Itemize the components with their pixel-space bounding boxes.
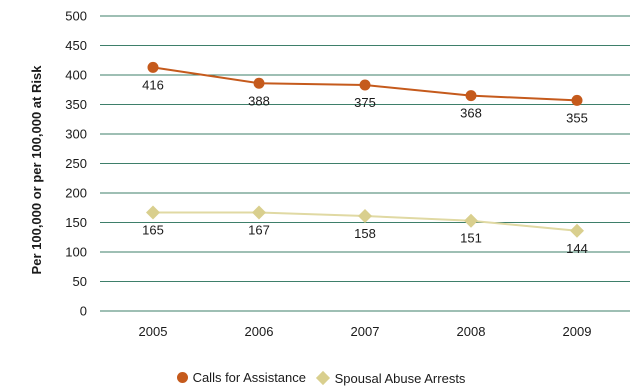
x-axis-ticks: 2005 2006 2007 2008 2009 xyxy=(139,324,592,339)
data-point xyxy=(465,90,477,102)
data-point xyxy=(358,209,372,224)
x-tick-label: 2007 xyxy=(351,324,380,339)
legend: Calls for Assistance Spousal Abuse Arres… xyxy=(0,370,642,386)
y-axis-ticks: 0 50 100 150 200 250 300 350 400 450 500 xyxy=(65,9,87,319)
y-tick-label: 0 xyxy=(80,304,87,319)
y-tick-label: 400 xyxy=(65,68,87,83)
data-label: 388 xyxy=(248,93,270,108)
data-label: 167 xyxy=(248,222,270,237)
y-tick-label: 350 xyxy=(65,97,87,112)
x-tick-label: 2008 xyxy=(457,324,486,339)
data-label: 144 xyxy=(566,241,588,256)
legend-item-calls: Calls for Assistance xyxy=(176,370,306,385)
legend-label-calls: Calls for Assistance xyxy=(192,370,306,385)
y-tick-label: 100 xyxy=(65,245,87,260)
data-label: 158 xyxy=(354,226,376,241)
data-label: 368 xyxy=(460,106,482,121)
data-label: 375 xyxy=(354,95,376,110)
data-point xyxy=(571,94,583,106)
data-point xyxy=(464,213,478,228)
data-point xyxy=(570,223,584,238)
y-tick-label: 200 xyxy=(65,186,87,201)
legend-diamond-marker xyxy=(315,370,330,386)
y-tick-label: 50 xyxy=(73,274,87,289)
y-axis-label: Per 100,000 or per 100,000 at Risk xyxy=(29,65,44,275)
y-tick-label: 450 xyxy=(65,38,87,53)
data-point xyxy=(252,205,266,220)
legend-circle-marker xyxy=(176,372,188,383)
data-label: 165 xyxy=(142,222,164,237)
data-label: 151 xyxy=(460,231,482,246)
data-point xyxy=(359,79,371,91)
x-tick-label: 2006 xyxy=(245,324,274,339)
data-point xyxy=(253,77,265,89)
legend-item-arrests: Spousal Abuse Arrests xyxy=(315,370,466,386)
data-label: 355 xyxy=(566,110,588,125)
series xyxy=(146,61,584,238)
x-tick-label: 2005 xyxy=(139,324,168,339)
x-tick-label: 2009 xyxy=(563,324,592,339)
data-point xyxy=(147,61,159,73)
data-labels: 416 388 375 368 355 165 167 158 151 144 xyxy=(142,77,588,255)
data-label: 416 xyxy=(142,77,164,92)
y-tick-label: 250 xyxy=(65,156,87,171)
gridlines xyxy=(100,15,630,312)
y-tick-label: 500 xyxy=(65,9,87,24)
y-tick-label: 300 xyxy=(65,127,87,142)
legend-label-arrests: Spousal Abuse Arrests xyxy=(334,370,466,386)
data-point xyxy=(146,205,160,220)
y-tick-label: 150 xyxy=(65,215,87,230)
